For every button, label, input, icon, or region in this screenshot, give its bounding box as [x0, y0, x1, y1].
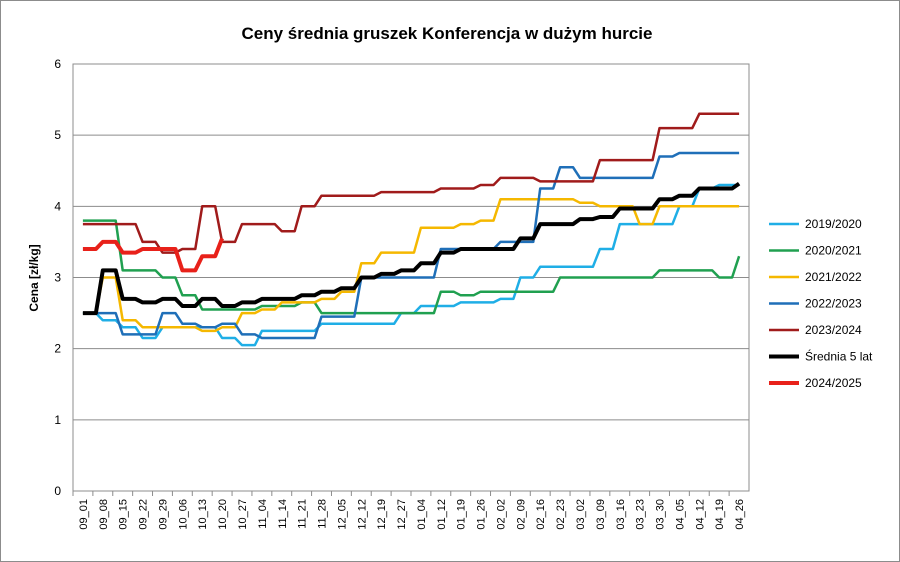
legend-label: 2021/2022	[805, 270, 862, 284]
x-tick-label: 10_20	[217, 499, 229, 530]
series-line-3	[82, 197, 740, 333]
y-tick-label: 0	[54, 484, 61, 498]
y-tick-label: 1	[54, 413, 61, 427]
legend-label: 2024/2025	[805, 376, 862, 390]
y-tick-label: 3	[54, 271, 61, 285]
x-tick-label: 03_02	[575, 499, 587, 530]
legend-label: 2022/2023	[805, 297, 862, 311]
y-tick-label: 6	[54, 57, 61, 71]
series-line-2	[82, 219, 741, 315]
legend-label: 2023/2024	[805, 323, 862, 337]
x-tick-label: 12_27	[396, 499, 408, 530]
x-tick-label: 01_19	[456, 499, 468, 530]
x-tick-label: 09_01	[78, 499, 90, 530]
legend-label: 2020/2021	[805, 244, 862, 258]
x-tick-label: 04_26	[734, 499, 746, 530]
x-tick-label: 04_19	[714, 499, 726, 530]
x-tick-label: 10_27	[237, 499, 249, 530]
y-tick-label: 5	[54, 128, 61, 142]
chart-title: Ceny średnia gruszek Konferencja w dużym…	[242, 24, 653, 43]
legend-label: 2019/2020	[805, 217, 862, 231]
x-tick-label: 09_08	[98, 499, 110, 530]
x-tick-label: 10_06	[177, 499, 189, 530]
x-tick-label: 03_16	[615, 499, 627, 530]
series-line-7	[82, 237, 224, 273]
x-tick-label: 04_12	[694, 499, 706, 530]
y-tick-label: 4	[54, 199, 61, 213]
y-axis-label: Cena [zł/kg]	[27, 244, 41, 311]
x-tick-label: 11_28	[317, 499, 329, 529]
series-line-4	[82, 151, 740, 340]
x-tick-label: 01_04	[416, 499, 428, 530]
series-line-6	[82, 181, 741, 316]
x-tick-label: 09_22	[138, 499, 150, 530]
x-tick-label: 02_09	[515, 499, 527, 530]
legend-label: Średnia 5 lat	[805, 349, 873, 364]
x-tick-label: 01_12	[436, 499, 448, 530]
x-tick-label: 12_12	[356, 499, 368, 530]
x-tick-label: 03_30	[655, 499, 667, 530]
x-tick-label: 11_21	[297, 499, 309, 529]
x-tick-label: 02_23	[555, 499, 567, 530]
x-tick-label: 11_04	[257, 499, 269, 529]
x-tick-label: 02_02	[495, 499, 507, 530]
x-tick-label: 09_29	[157, 499, 169, 530]
x-tick-label: 03_09	[595, 499, 607, 530]
x-tick-label: 10_13	[197, 499, 209, 530]
x-tick-label: 01_26	[476, 499, 488, 530]
x-tick-label: 04_05	[674, 499, 686, 530]
x-tick-label: 12_19	[376, 499, 388, 530]
x-tick-label: 12_05	[336, 499, 348, 530]
x-tick-label: 03_23	[635, 499, 647, 530]
series-line-5	[82, 112, 740, 254]
x-tick-label: 09_15	[118, 499, 130, 530]
x-tick-label: 02_16	[535, 499, 547, 530]
y-tick-label: 2	[54, 342, 61, 356]
x-tick-label: 11_14	[277, 499, 289, 529]
